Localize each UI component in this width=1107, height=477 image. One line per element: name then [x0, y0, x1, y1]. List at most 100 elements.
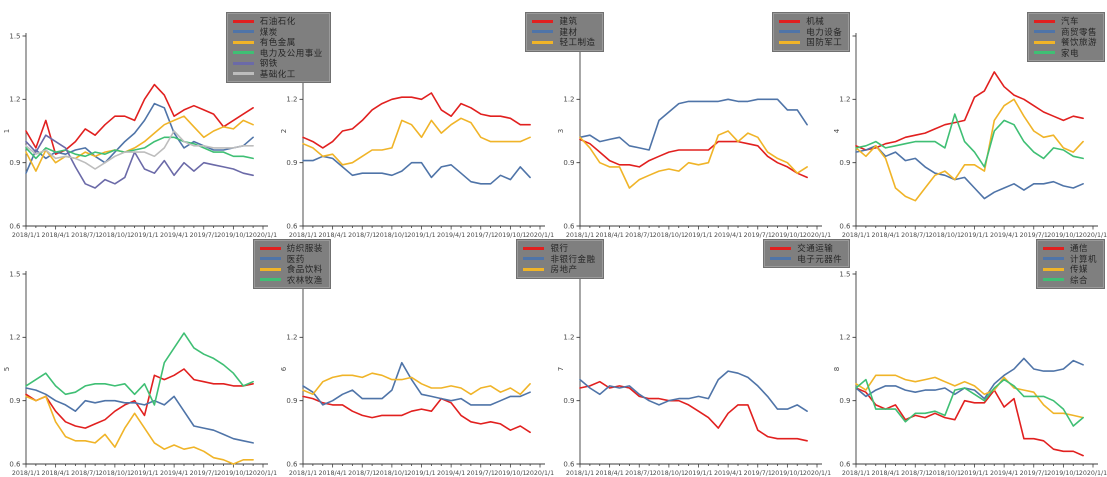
x-tick-label: 2018/4/1	[318, 232, 346, 238]
y-tick-label: 1.2	[563, 334, 574, 342]
x-tick-label: 2018/4/1	[318, 470, 346, 476]
x-tick-label: 2019/10/1	[217, 232, 249, 238]
legend-line-swatch	[259, 246, 281, 250]
legend-item: 计算机	[1042, 254, 1097, 265]
x-tick-label: 2018/1/1	[289, 232, 317, 238]
chart-canvas: 0.60.91.21.52018/1/12018/4/12018/7/12018…	[280, 270, 554, 476]
x-tick-label: 2019/4/1	[437, 232, 465, 238]
subplot-4: 0.60.91.21.52018/1/12018/4/12018/7/12018…	[830, 0, 1107, 238]
x-tick-label: 2018/4/1	[41, 470, 69, 476]
x-tick-label: 2018/1/1	[12, 470, 40, 476]
y-tick-label: 0.6	[9, 222, 21, 230]
y-axis-title: 1	[3, 129, 11, 133]
series-line-0	[301, 92, 531, 149]
y-tick-label: 1.2	[9, 96, 20, 104]
legend-item: 基础化工	[232, 69, 323, 80]
x-tick-label: 2019/4/1	[437, 470, 465, 476]
series-line-2	[578, 130, 808, 189]
x-tick-label: 2018/1/1	[289, 470, 317, 476]
series-line-2	[855, 374, 1085, 419]
legend: 汽车 商贸零售 餐饮旅游 家电	[1026, 12, 1105, 62]
x-tick-label: 2019/10/1	[494, 232, 526, 238]
subplot-1: 0.6 0.9 1.2 1.5 2018/1/1 2018/4/1 2018/7/1 2018…	[0, 0, 331, 238]
legend-line-swatch	[1033, 30, 1055, 34]
x-tick-label: 2019/10/1	[771, 232, 803, 238]
series-line-0	[301, 395, 531, 434]
legend-item: 非银行金融	[523, 254, 595, 265]
x-tick-label: 2019/10/1	[1047, 232, 1079, 238]
y-tick-label: 0.6	[563, 460, 575, 468]
x-tick-label: 2018/7/1	[71, 232, 99, 238]
subplot-2: 0.60.91.21.52018/1/12018/4/12018/7/12018…	[277, 0, 604, 238]
legend-line-swatch	[232, 30, 254, 34]
x-tick-label: 2018/1/1	[842, 232, 870, 238]
x-tick-label: 2019/7/1	[743, 470, 771, 476]
legend-series-label: 机械	[806, 17, 825, 28]
legend-series-label: 银行	[550, 244, 569, 255]
series-line-1	[25, 102, 254, 174]
series-line-3	[855, 378, 1085, 427]
axis-spines	[25, 271, 268, 465]
legend-series-label: 煤炭	[259, 27, 278, 38]
x-tick-label: 2019/4/1	[713, 470, 741, 476]
x-tick-label: 2018/7/1	[901, 470, 929, 476]
series-line-2	[25, 395, 254, 465]
y-tick-label: 1.5	[9, 32, 20, 40]
series-line-1	[578, 98, 808, 151]
x-tick-label: 2020/1/1	[526, 470, 554, 476]
series-line-5	[25, 130, 254, 170]
y-tick-label: 0.9	[9, 159, 20, 167]
axis-spines	[579, 271, 822, 465]
legend-item: 电力设备	[779, 27, 842, 38]
x-tick-label: 2018/10/1	[99, 232, 131, 238]
x-tick-label: 2020/1/1	[249, 470, 277, 476]
legend-line-swatch	[232, 40, 254, 44]
legend-item: 煤炭	[232, 27, 323, 38]
y-tick-label: 1.2	[9, 334, 20, 342]
x-tick-label: 2018/1/1	[565, 470, 593, 476]
legend-item: 银行	[523, 243, 595, 254]
legend-item: 钢铁	[232, 58, 323, 69]
chart-canvas: 0.60.91.21.52018/1/12018/4/12018/7/12018…	[280, 32, 554, 238]
legend: 石油石化 煤炭 有色金属 电力及公用事业 钢铁 基础化工	[225, 12, 331, 83]
legend: 银行 非银行金融 房地产	[516, 239, 604, 279]
legend-line-swatch	[1033, 19, 1055, 23]
y-tick-label: 1.5	[9, 270, 20, 278]
series-line-1	[578, 370, 808, 412]
x-tick-label: 2019/10/1	[771, 470, 803, 476]
x-tick-label: 2019/4/1	[990, 470, 1018, 476]
x-tick-label: 2019/10/1	[494, 470, 526, 476]
legend-item: 纺织服装	[259, 243, 323, 254]
x-tick-label: 2019/7/1	[190, 232, 218, 238]
legend-item: 医药	[259, 254, 323, 265]
axis-spines	[579, 33, 822, 227]
legend-line-swatch	[532, 30, 554, 34]
legend-series-label: 石油石化	[259, 17, 296, 28]
chart-canvas: 0.60.91.21.52018/1/12018/4/12018/7/12018…	[557, 32, 831, 238]
y-tick-label: 0.9	[9, 397, 20, 405]
axis-spines	[302, 33, 545, 227]
series-line-1	[301, 361, 531, 406]
x-tick-label: 2018/7/1	[348, 232, 376, 238]
legend: 交通运输 电子元器件	[763, 239, 851, 268]
legend-item: 农林牧渔	[259, 275, 323, 286]
x-tick-label: 2019/4/1	[713, 232, 741, 238]
legend-series-label: 食品饮料	[286, 265, 323, 276]
x-tick-label: 2018/10/1	[652, 232, 684, 238]
x-tick-label: 2019/1/1	[130, 232, 158, 238]
y-tick-label: 0.9	[286, 397, 297, 405]
legend-item: 食品饮料	[259, 264, 323, 276]
legend-line-swatch	[523, 267, 545, 271]
series-line-0	[578, 380, 808, 442]
x-tick-label: 2019/1/1	[684, 470, 712, 476]
x-tick-label: 2019/7/1	[466, 470, 494, 476]
legend-line-swatch	[1033, 51, 1055, 55]
y-tick-label: 0.9	[840, 397, 851, 405]
legend-item: 汽车	[1033, 16, 1097, 27]
legend-item: 综合	[1042, 275, 1097, 286]
y-tick-label: 1.2	[286, 334, 297, 342]
x-tick-label: 2018/10/1	[375, 232, 407, 238]
x-tick-label: 2019/10/1	[217, 470, 249, 476]
